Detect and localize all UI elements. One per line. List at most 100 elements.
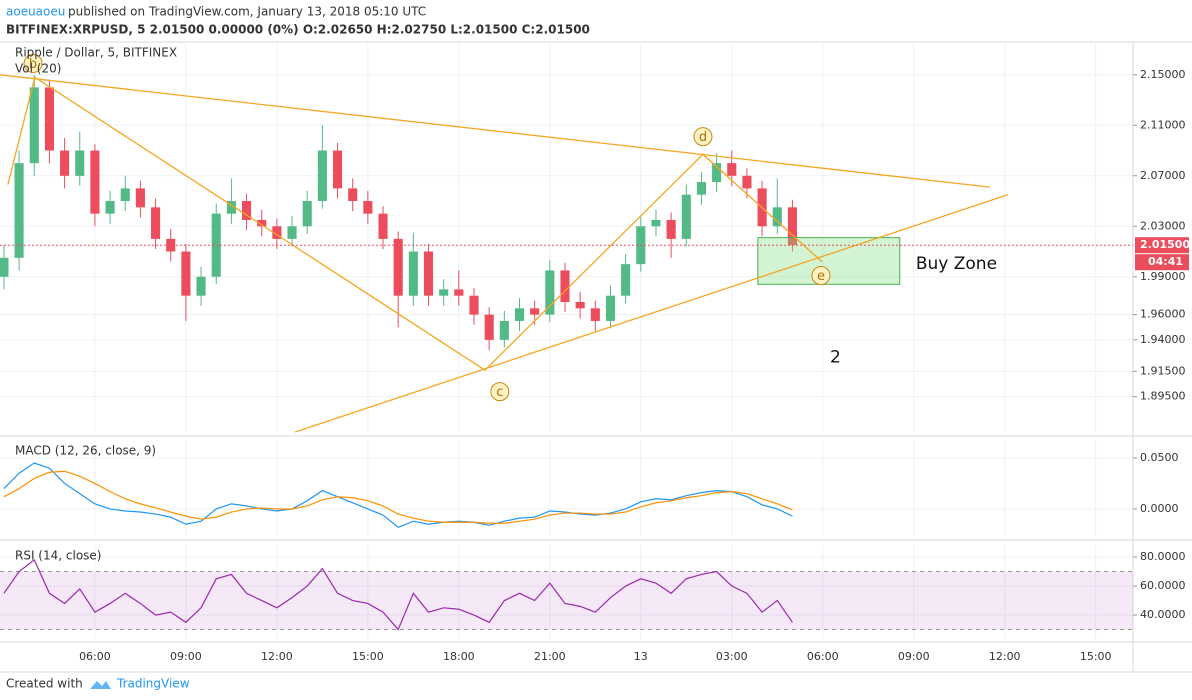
wave-label: b [29,57,37,72]
note: 2 [830,348,841,368]
candle-body [696,182,707,195]
y-tick-label: 40.0000 [1140,608,1186,621]
x-tick-label: 21:00 [534,650,566,663]
y-tick-label: 2.15000 [1140,68,1186,81]
pane-subtitle: Vol (20) [15,62,61,76]
pane-title: RSI (14, close) [15,549,101,563]
wave-label: c [496,385,503,400]
candle-body [621,264,631,296]
candle-body [651,219,661,227]
y-tick-label: 1.89500 [1140,390,1186,403]
y-tick-label: 80.0000 [1140,550,1186,563]
candle-body [317,150,327,202]
x-tick-label: 06:00 [79,650,111,663]
x-tick-label: 09:00 [898,650,930,663]
x-tick-label: 06:00 [807,650,839,663]
x-tick-label: 18:00 [443,650,475,663]
candle-body [393,238,403,296]
candle-body [332,150,343,189]
candle-body [727,163,737,176]
x-tick-label: 12:00 [989,650,1021,663]
candle-body [484,314,494,340]
pane-title: Ripple / Dollar, 5, BITFINEX [15,46,177,60]
candle-body [469,295,479,315]
candle-body [499,320,509,340]
candle-body [272,226,282,239]
candle-body [135,188,145,208]
y-tick-label: 0.0000 [1140,502,1179,515]
author[interactable]: aoeuaoeu [6,5,65,19]
candle-body [787,207,797,246]
candle-body [196,276,206,296]
published: published on TradingView.com, January 13… [68,5,426,19]
x-tick-label: 13 [634,650,648,663]
candle-body [605,295,616,321]
note: Buy Zone [916,254,997,274]
candle-body [666,219,676,239]
candle-body [60,150,70,176]
candle-body [287,226,297,239]
candle-body [423,251,434,296]
last-price-label: 2.01500 [1140,238,1190,251]
trendline [0,74,990,188]
candle-body [29,87,39,164]
indicator-line [3,462,793,529]
symbol-line: BITFINEX:XRPUSD, 5 2.01500 0.00000 (0%) … [6,23,590,37]
y-tick-label: 1.99000 [1140,270,1186,283]
indicator-line [3,559,793,631]
y-tick-label: 60.0000 [1140,579,1186,592]
last-price-box [1135,237,1189,254]
candle-body [348,188,358,202]
x-tick-label: 03:00 [716,650,748,663]
wave-label: e [817,269,825,284]
x-tick-label: 15:00 [352,650,384,663]
wave-label: d [699,130,707,145]
y-tick-label: 1.91500 [1140,364,1186,377]
footer-created: Created with [6,677,83,691]
candle-body [575,302,585,309]
countdown-label: 04:41 [1148,255,1183,268]
candle-body [44,87,54,151]
candle-body [454,289,464,296]
y-tick-label: 1.94000 [1140,333,1186,346]
candle-body [75,150,85,176]
candle-body [363,201,373,214]
candle-body [226,201,236,214]
y-tick-label: 2.11000 [1140,118,1186,131]
candle-body [545,270,555,315]
candle-body [105,201,115,214]
candle-body [742,175,752,189]
candle-body [166,238,176,252]
x-tick-label: 15:00 [1080,650,1112,663]
candle-body [590,308,600,321]
candle-body [181,251,191,296]
y-tick-label: 2.07000 [1140,169,1186,182]
trendline [294,194,1008,433]
candle-body [14,163,24,258]
countdown-box [1135,254,1189,271]
x-tick-label: 09:00 [170,650,202,663]
candle-body [530,308,540,315]
candle-body [378,213,388,239]
wave-circle [490,382,510,402]
candle-body [257,219,267,227]
candle-body [681,194,691,239]
candle-body [0,257,9,277]
candle-body [772,207,782,227]
candle-body [302,201,312,227]
y-tick-label: 2.03000 [1140,219,1186,232]
candle-body [120,188,130,202]
candle-body [514,308,525,321]
candle-body [712,163,722,183]
footer-brand[interactable]: TradingView [116,677,190,691]
candle-body [242,201,252,220]
candle-body [90,150,100,214]
indicator-line [3,470,793,524]
x-tick-label: 12:00 [261,650,293,663]
candle-body [439,289,449,296]
trendline [7,76,823,371]
wave-circle [811,265,831,285]
